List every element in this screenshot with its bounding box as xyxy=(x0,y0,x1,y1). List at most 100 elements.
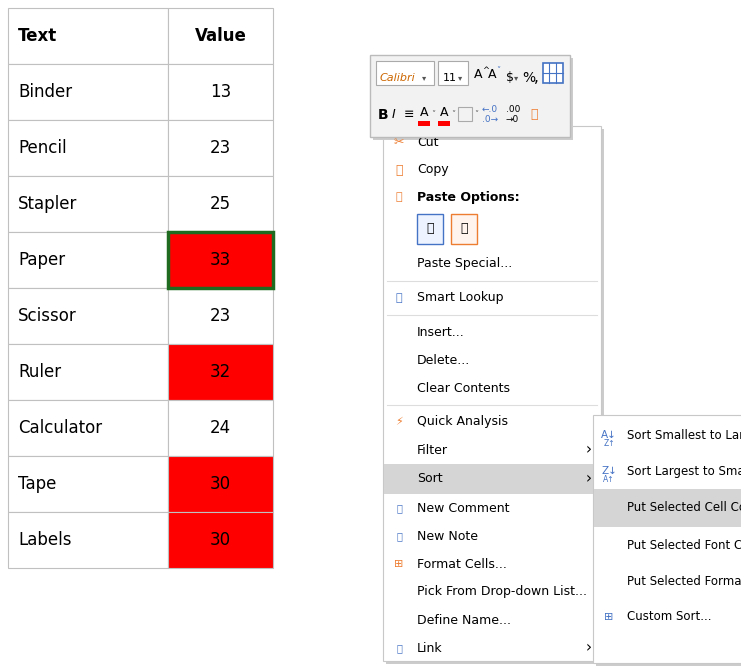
Bar xyxy=(168,120,273,176)
Bar xyxy=(8,176,168,232)
Bar xyxy=(168,400,273,456)
Bar xyxy=(8,232,168,288)
Text: ,: , xyxy=(534,71,539,85)
Bar xyxy=(417,214,443,244)
Text: A: A xyxy=(488,69,496,81)
Text: A: A xyxy=(440,107,448,119)
Text: ✂: ✂ xyxy=(393,135,405,149)
Text: 📋: 📋 xyxy=(396,192,402,202)
Text: 🔗: 🔗 xyxy=(396,643,402,653)
Text: 💬: 💬 xyxy=(396,503,402,513)
Text: Custom Sort...: Custom Sort... xyxy=(627,611,711,623)
Text: Link: Link xyxy=(417,641,442,655)
Bar xyxy=(168,344,273,400)
Text: Tape: Tape xyxy=(18,475,56,493)
Text: A: A xyxy=(420,107,428,119)
Text: ≡: ≡ xyxy=(404,109,414,121)
Text: I: I xyxy=(392,109,396,121)
Text: ›: › xyxy=(586,472,592,486)
Text: Pencil: Pencil xyxy=(18,139,67,157)
Bar xyxy=(8,512,168,568)
Bar xyxy=(168,232,273,288)
Bar xyxy=(168,8,273,64)
Bar xyxy=(383,126,601,661)
Text: Paste Special...: Paste Special... xyxy=(417,258,512,270)
Text: Insert...: Insert... xyxy=(417,326,465,338)
Text: ˅: ˅ xyxy=(451,111,455,119)
Text: ▾: ▾ xyxy=(458,73,462,83)
Bar xyxy=(8,344,168,400)
Bar xyxy=(168,176,273,232)
Text: Ruler: Ruler xyxy=(18,363,61,381)
Text: %: % xyxy=(522,71,535,85)
Text: →0: →0 xyxy=(506,115,519,125)
Text: .00: .00 xyxy=(506,105,520,115)
Text: 🖌: 🖌 xyxy=(530,109,537,121)
Text: Calculator: Calculator xyxy=(18,419,102,437)
Text: $: $ xyxy=(506,71,514,85)
Bar xyxy=(8,456,168,512)
Text: ^: ^ xyxy=(482,67,489,75)
Text: ⚡: ⚡ xyxy=(395,417,403,427)
Text: 13: 13 xyxy=(210,83,231,101)
Text: Text: Text xyxy=(18,27,57,45)
Text: Quick Analysis: Quick Analysis xyxy=(417,416,508,428)
Text: Put Selected Cell Color On Top: Put Selected Cell Color On Top xyxy=(627,501,741,515)
Bar xyxy=(451,214,477,244)
Text: ›: › xyxy=(586,641,592,655)
Text: 11: 11 xyxy=(443,73,457,83)
Text: .0→: .0→ xyxy=(482,115,498,125)
Bar xyxy=(376,61,434,85)
Text: ⊞: ⊞ xyxy=(605,612,614,622)
Text: Delete...: Delete... xyxy=(417,354,471,366)
Text: ←.0: ←.0 xyxy=(482,105,498,115)
Bar xyxy=(168,64,273,120)
Text: New Comment: New Comment xyxy=(417,501,510,515)
Text: Define Name...: Define Name... xyxy=(417,613,511,627)
Bar xyxy=(168,288,273,344)
Text: Sort Largest to Smallest: Sort Largest to Smallest xyxy=(627,464,741,478)
Text: ˅: ˅ xyxy=(431,111,435,119)
Text: Cut: Cut xyxy=(417,135,439,149)
Bar xyxy=(438,61,468,85)
Text: ⊞: ⊞ xyxy=(394,559,404,569)
Bar xyxy=(8,64,168,120)
Bar xyxy=(594,489,741,527)
Text: ˅: ˅ xyxy=(474,111,478,119)
Text: Binder: Binder xyxy=(18,83,72,101)
Text: ▾: ▾ xyxy=(422,73,426,83)
Text: Smart Lookup: Smart Lookup xyxy=(417,292,503,304)
Bar xyxy=(168,512,273,568)
Text: ⎘: ⎘ xyxy=(395,163,403,176)
Text: A: A xyxy=(474,69,482,81)
Text: Z↓: Z↓ xyxy=(601,466,617,476)
Bar xyxy=(8,120,168,176)
Text: Put Selected Font Color On Top: Put Selected Font Color On Top xyxy=(627,539,741,551)
Text: B: B xyxy=(378,108,388,122)
Text: ▾: ▾ xyxy=(514,73,518,83)
Text: Format Cells...: Format Cells... xyxy=(417,557,507,571)
Bar xyxy=(458,107,472,121)
Text: Sort Smallest to Largest: Sort Smallest to Largest xyxy=(627,428,741,442)
Bar xyxy=(596,418,741,666)
Bar xyxy=(543,63,563,83)
Text: Z↑: Z↑ xyxy=(603,438,615,448)
Bar xyxy=(8,288,168,344)
Bar xyxy=(373,58,573,140)
Bar xyxy=(384,464,600,494)
Bar xyxy=(370,55,570,137)
Text: 23: 23 xyxy=(210,307,231,325)
Text: 🔍: 🔍 xyxy=(396,293,402,303)
Text: Paper: Paper xyxy=(18,251,65,269)
Text: Calibri: Calibri xyxy=(380,73,416,83)
Text: 23: 23 xyxy=(210,139,231,157)
Text: ˅: ˅ xyxy=(496,67,500,75)
Text: Paste Options:: Paste Options: xyxy=(417,190,519,204)
Bar xyxy=(438,121,450,126)
Text: New Note: New Note xyxy=(417,529,478,543)
Bar xyxy=(386,129,604,664)
Bar xyxy=(168,456,273,512)
Bar xyxy=(8,8,168,64)
Text: Stapler: Stapler xyxy=(18,195,77,213)
Bar xyxy=(8,400,168,456)
